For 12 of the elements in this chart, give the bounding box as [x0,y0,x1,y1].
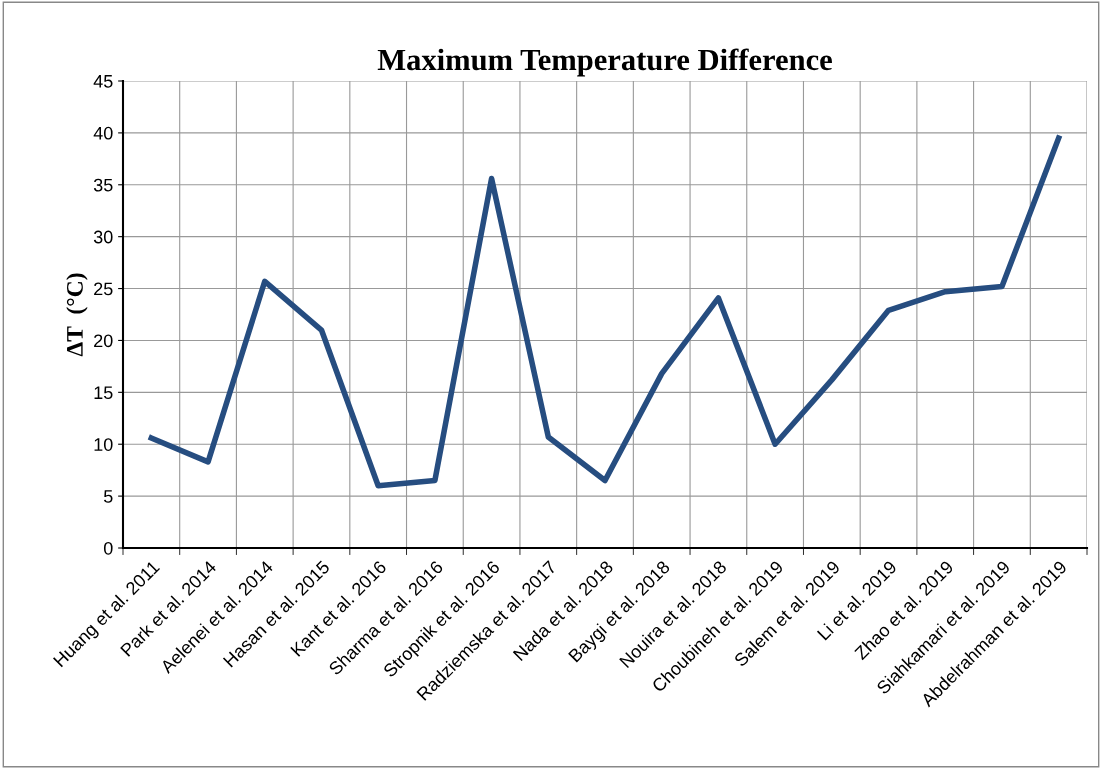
y-tick-label: 0 [103,541,113,555]
y-axis-title: ΔT (°C) [66,273,88,357]
y-tick-label: 10 [94,438,113,451]
y-tick-label: 35 [93,178,113,192]
y-tick-label: 30 [93,230,113,244]
y-tick-label: 45 [93,75,113,88]
y-tick-label: 25 [94,282,113,296]
y-tick-label: 15 [94,386,113,400]
y-tick-label: 20 [94,334,113,348]
y-tick-label: 40 [93,126,113,140]
chart-title: Maximum Temperature Difference [377,48,832,77]
y-tick-label: 5 [103,490,113,503]
